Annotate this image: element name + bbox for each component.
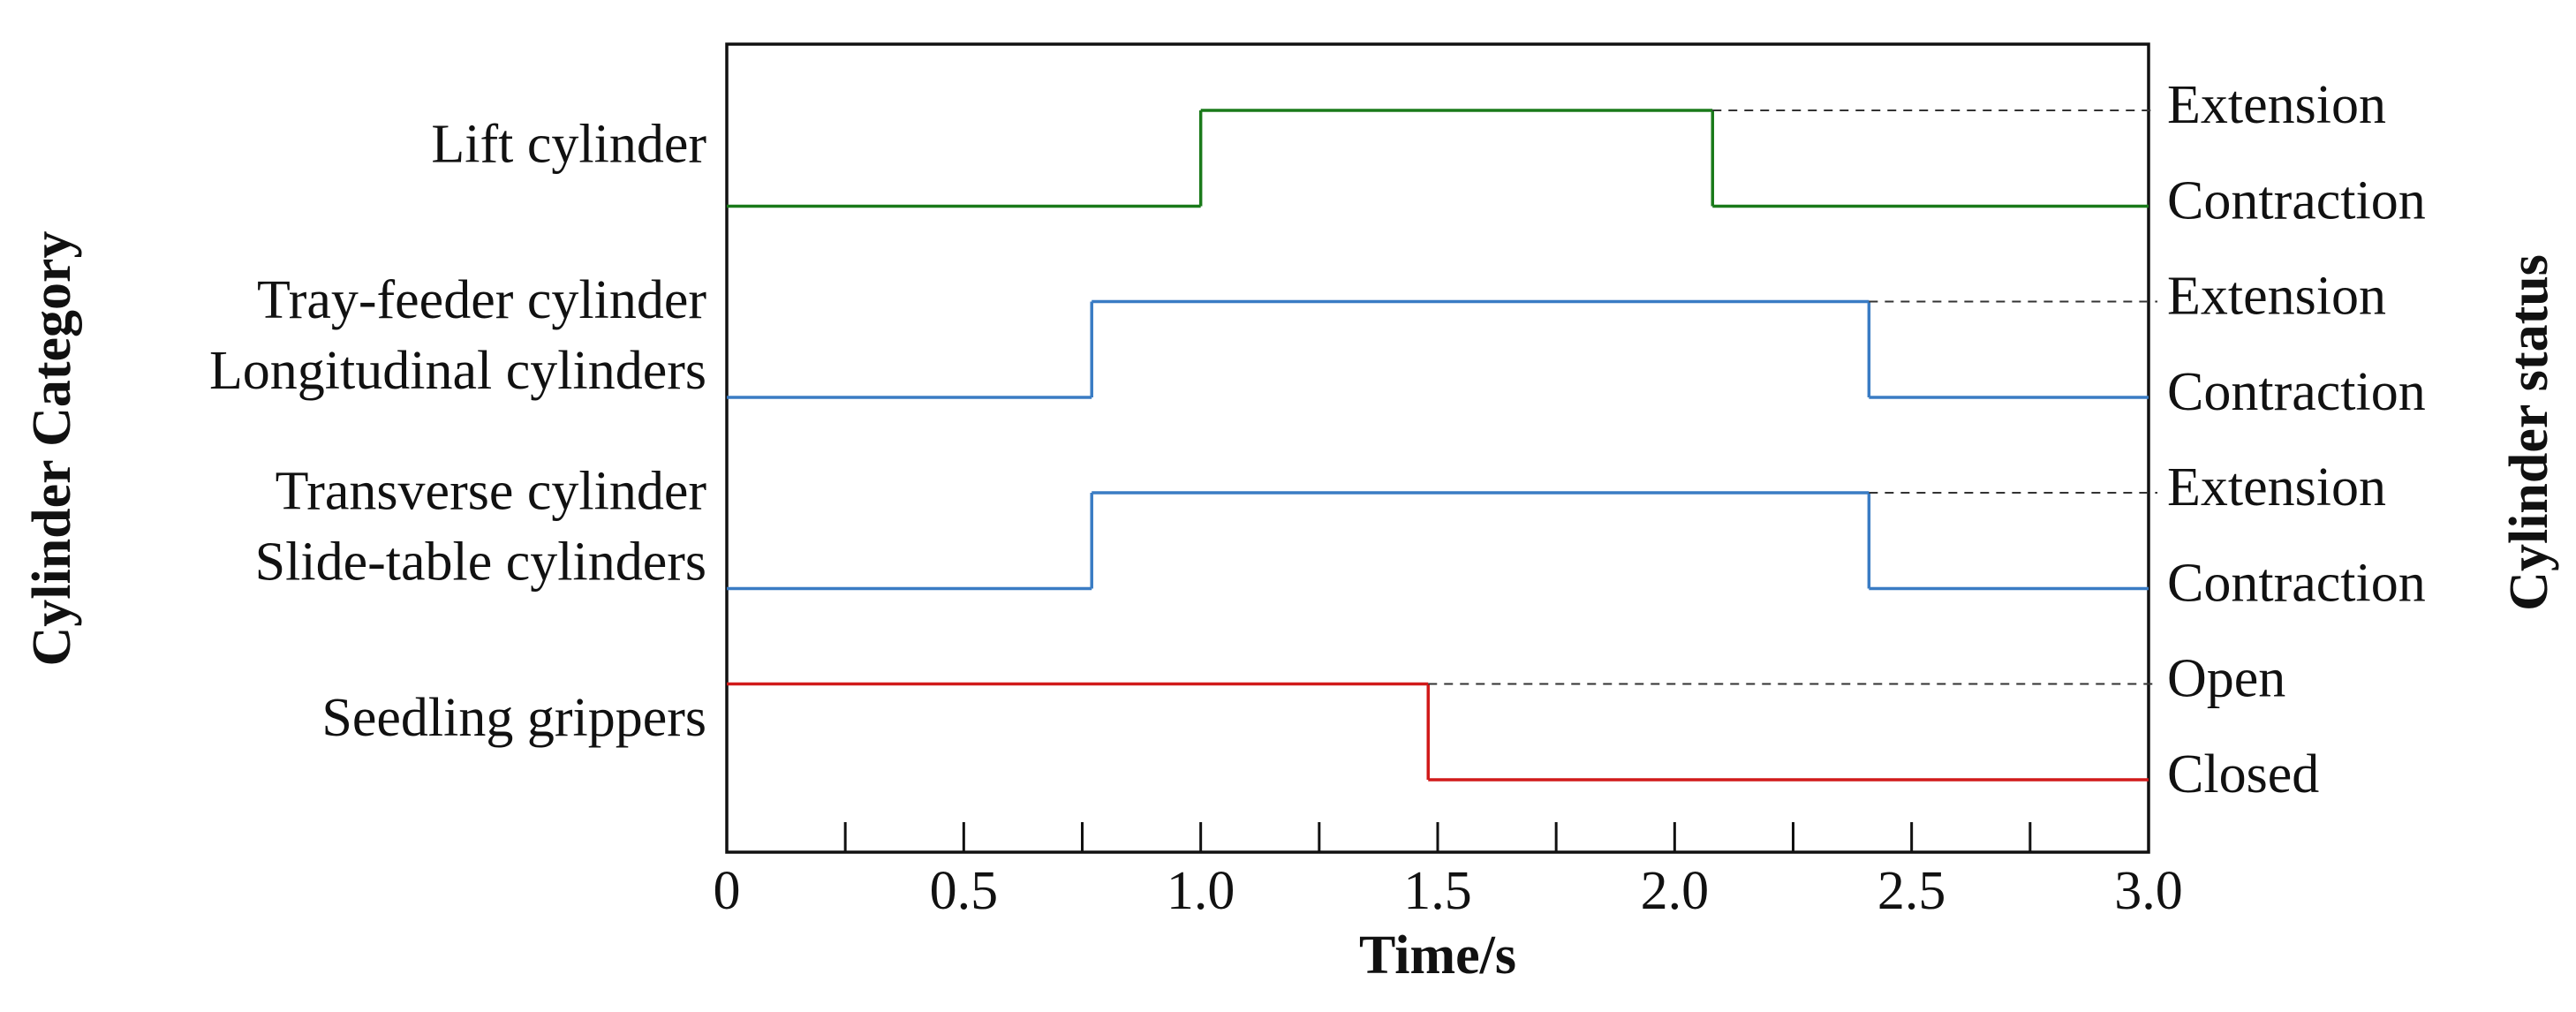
row-label: Tray-feeder cylinder [257, 270, 706, 330]
state-label: Contraction [2167, 554, 2426, 614]
state-label: Contraction [2167, 171, 2426, 231]
state-label: Extension [2167, 267, 2386, 327]
x-axis-title: Time/s [1359, 925, 1516, 986]
y2-axis-title: Cylinder status [2499, 254, 2559, 611]
state-label: Open [2167, 649, 2285, 709]
row-label: Seedling grippers [321, 688, 706, 748]
x-tick-label: 2.0 [1641, 861, 1710, 921]
state-label: Contraction [2167, 362, 2426, 422]
y-axis-title: Cylinder Category [22, 230, 82, 666]
row-label: Longitudinal cylinders [209, 341, 706, 401]
row-label: Slide-table cylinders [255, 532, 706, 592]
x-tick-label: 3.0 [2114, 861, 2183, 921]
x-tick-label: 1.0 [1167, 861, 1235, 921]
row-label: Lift cylinder [431, 114, 706, 174]
row-label: Transverse cylinder [276, 461, 707, 521]
x-tick-label: 2.5 [1877, 861, 1946, 921]
plot-frame [725, 42, 2150, 854]
x-tick-label: 0 [714, 861, 741, 921]
state-label: Extension [2167, 457, 2386, 517]
x-tick-label: 1.5 [1403, 861, 1472, 921]
x-tick-label: 0.5 [930, 861, 999, 921]
state-label: Closed [2167, 744, 2319, 804]
state-label: Extension [2167, 75, 2386, 135]
